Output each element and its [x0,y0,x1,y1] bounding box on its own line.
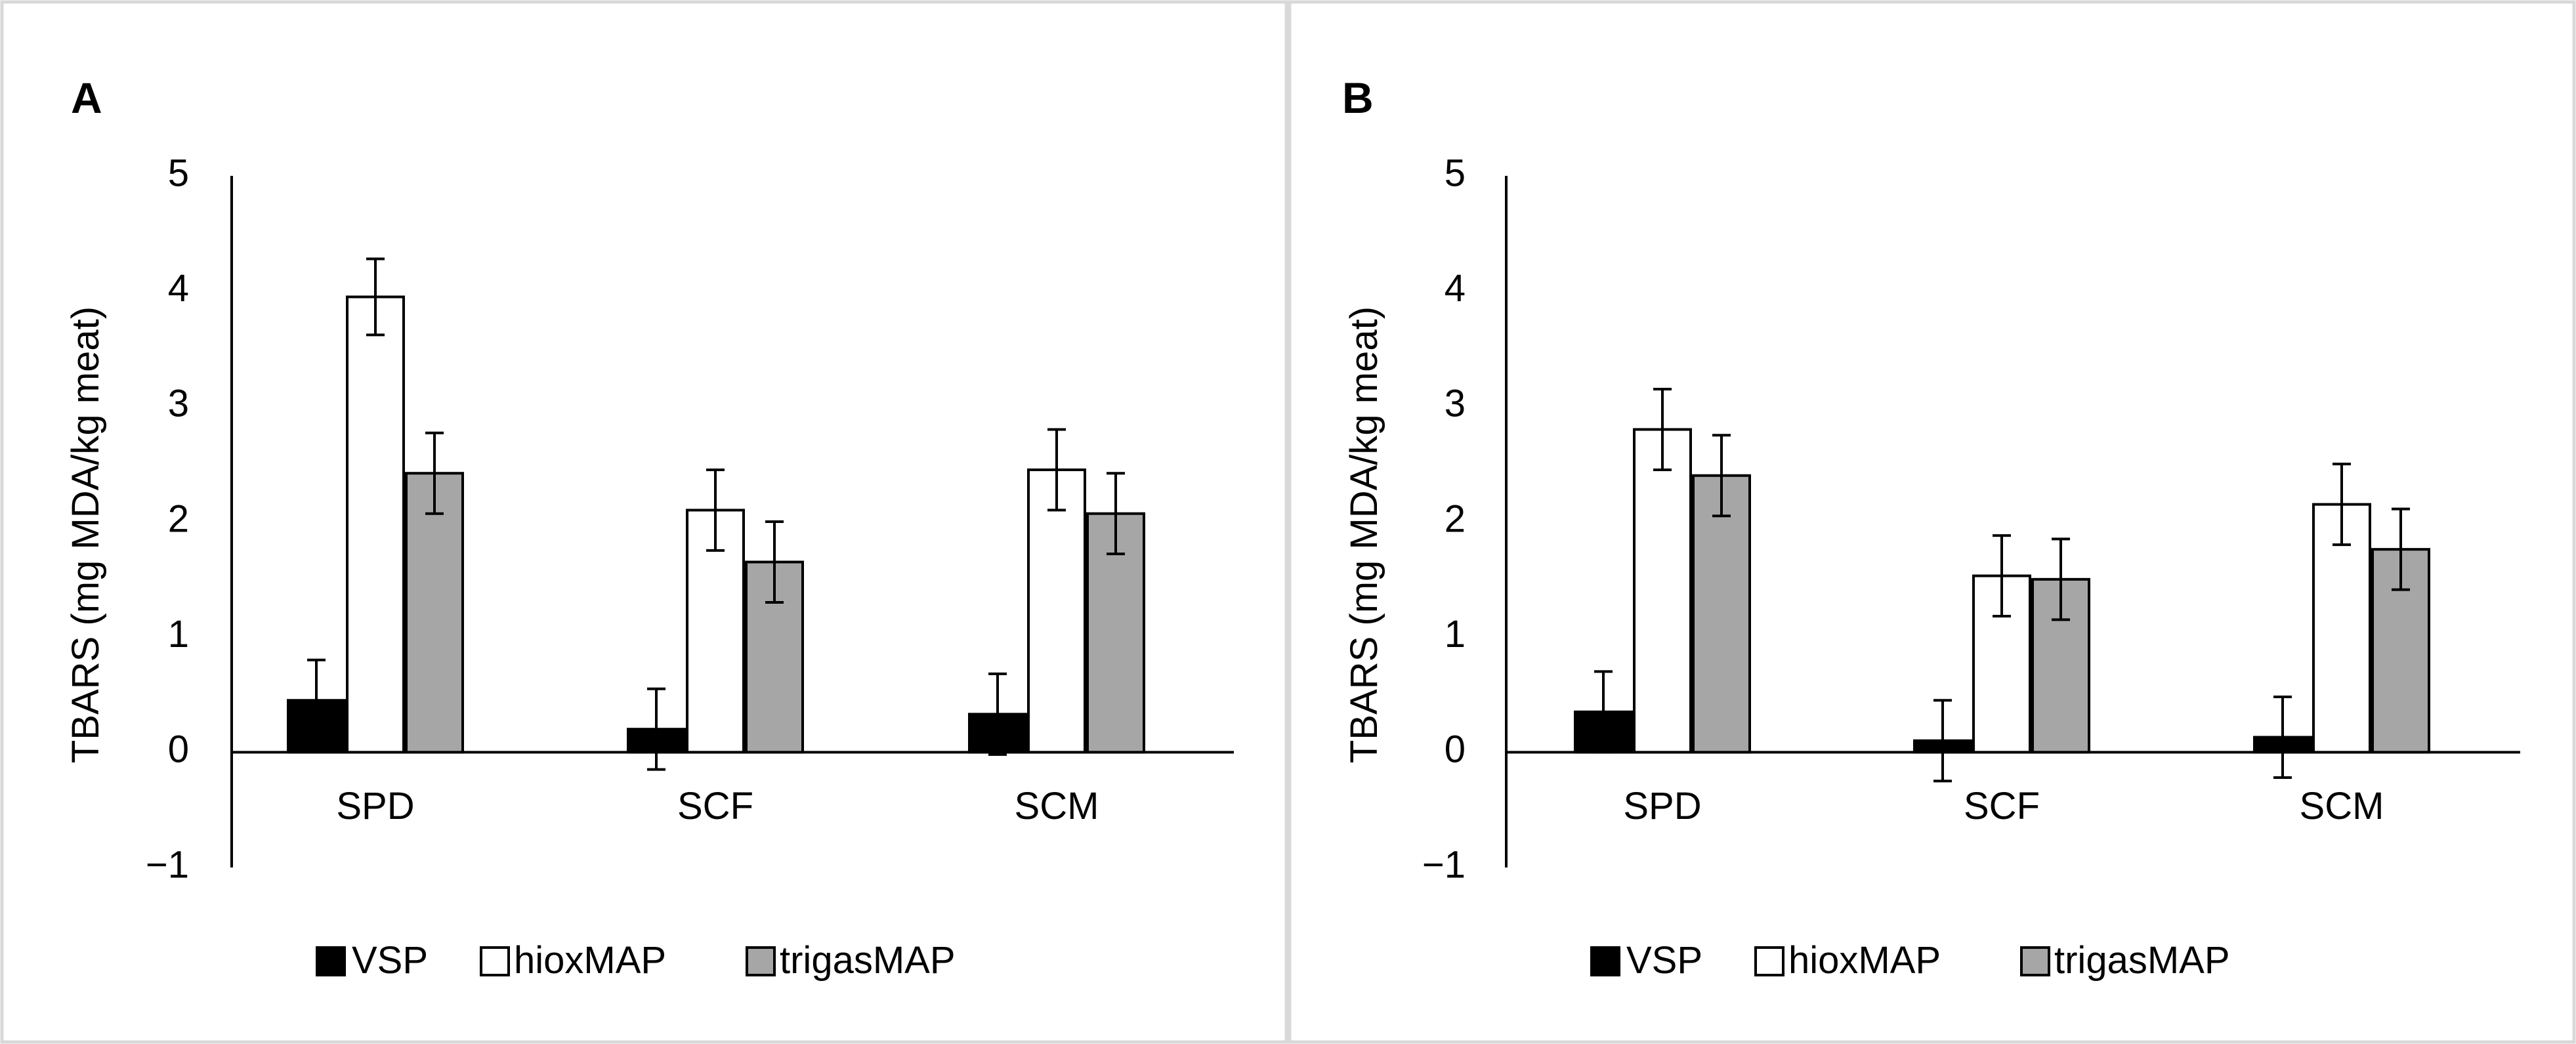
panel-b-legend: VSP hioxMAP trigasMAP [1590,939,2230,982]
panel-a-x-tick-label: SCF [677,785,753,827]
panel-a-y-tick-label: 3 [168,383,189,425]
panel-a-y-tick-label: 2 [168,497,189,540]
panel-b-error-bar-trigasMAP-SCF [2052,537,2070,621]
panel-b-error-bar-VSP-SCM [2273,696,2292,779]
panel-b-error-bar-hioxMAP-SCM [2333,463,2351,547]
panel-b-y-axis-title: TBARS (mg MDA/kg meat) [1343,306,1385,763]
panel-b-error-bar-trigasMAP-SPD [1712,434,1731,518]
panel-b-y-tick-label: 5 [1445,152,1466,194]
panel-a-x-tick-label: SPD [336,785,414,827]
panel-a-bar-hioxMAP-SCM [1027,468,1086,754]
panel-a-x-tick-label: SCM [1015,785,1099,827]
panel-a-x-tick-labels: SPD SCF SCM [336,785,1099,827]
panel-a-error-bar-hioxMAP-SCM [1047,428,1066,512]
panel-a-legend-swatch [316,946,346,976]
panel-a-bar-trigasMAP-SPD [405,472,464,754]
panel-a-legend-swatch [746,946,776,976]
panel-b-error-bar-trigasMAP-SCM [2392,507,2410,591]
panel-a-y-tick-labels: 5 4 3 2 1 0 −1 [146,152,189,886]
panel-b-y-tick-label: 0 [1445,728,1466,771]
panel-b-y-tick-label: 4 [1445,267,1466,310]
panel-b-label: B [1342,73,1374,122]
panel-b-y-tick-label: 1 [1445,613,1466,656]
panel-b-x-tick-label: SCF [1964,785,2040,827]
panel-b-x-tick-label: SCM [2300,785,2384,827]
panel-a-error-bar-trigasMAP-SCM [1107,472,1125,556]
panel-a-y-tick-label: 5 [168,152,189,194]
panel-a-legend-swatch [480,946,510,976]
panel-b-x-tick-label: SPD [1623,785,1701,827]
panel-b-legend-swatch [2020,946,2050,976]
panel-b-legend-label: VSP [1626,939,1702,982]
panel-b-y-tick-label: 3 [1445,383,1466,425]
chart-panel-a: A TBARS (mg MDA/kg meat) 5 4 3 2 1 0 −1 … [0,0,1288,1044]
panel-a-legend-label: hioxMAP [514,939,666,982]
panel-b-x-tick-labels: SPD SCF SCM [1623,785,2384,827]
panel-b-error-bar-VSP-SPD [1594,670,1613,754]
panel-a-y-tick-label: 1 [168,613,189,656]
panel-b-legend-swatch [1590,946,1620,976]
panel-b-y-tick-labels: 5 4 3 2 1 0 −1 [1422,152,1466,886]
panel-b-y-tick-label: −1 [1422,843,1466,886]
panel-a-legend-label: VSP [352,939,428,982]
panel-a-y-tick-label: 4 [168,267,189,310]
panel-b-error-bars [1594,387,2410,783]
panel-b-border [1288,0,2576,1044]
panel-a-error-bar-hioxMAP-SPD [366,257,385,337]
panel-b-error-bar-hioxMAP-SCF [1993,534,2011,618]
panel-b-bar-hioxMAP-SPD [1633,428,1692,754]
panel-a-y-axis-title: TBARS (mg MDA/kg meat) [64,306,107,763]
panel-b-bar-trigasMAP-SPD [1692,474,1751,754]
panel-b-y-tick-label: 2 [1445,497,1466,540]
panel-a-bar-hioxMAP-SPD [346,295,405,754]
panel-a-error-bars [307,257,1125,771]
panel-a-error-bar-hioxMAP-SCF [706,468,725,552]
panel-a-error-bar-VSP-SCM [988,672,1007,756]
panel-a-error-bar-trigasMAP-SPD [425,431,444,515]
panel-b-legend-label: trigasMAP [2054,939,2230,982]
panel-b-error-bar-hioxMAP-SPD [1653,387,1672,471]
panel-a-error-bar-trigasMAP-SCF [765,520,784,604]
chart-panel-b: B TBARS (mg MDA/kg meat) 5 4 3 2 1 0 −1 … [1288,0,2576,1044]
panel-a-y-tick-label: 0 [168,728,189,771]
panel-a-y-tick-label: −1 [146,843,189,886]
panel-a-error-bar-VSP-SPD [307,658,326,742]
panel-b-error-bar-VSP-SCF [1933,699,1952,783]
panel-a-legend: VSP hioxMAP trigasMAP [316,939,956,982]
panel-b-legend-label: hioxMAP [1788,939,1941,982]
panel-a-legend-label: trigasMAP [780,939,956,982]
panel-b-legend-swatch [1754,946,1784,976]
panel-a-error-bar-VSP-SCF [647,687,665,771]
panel-a-label: A [71,73,102,122]
